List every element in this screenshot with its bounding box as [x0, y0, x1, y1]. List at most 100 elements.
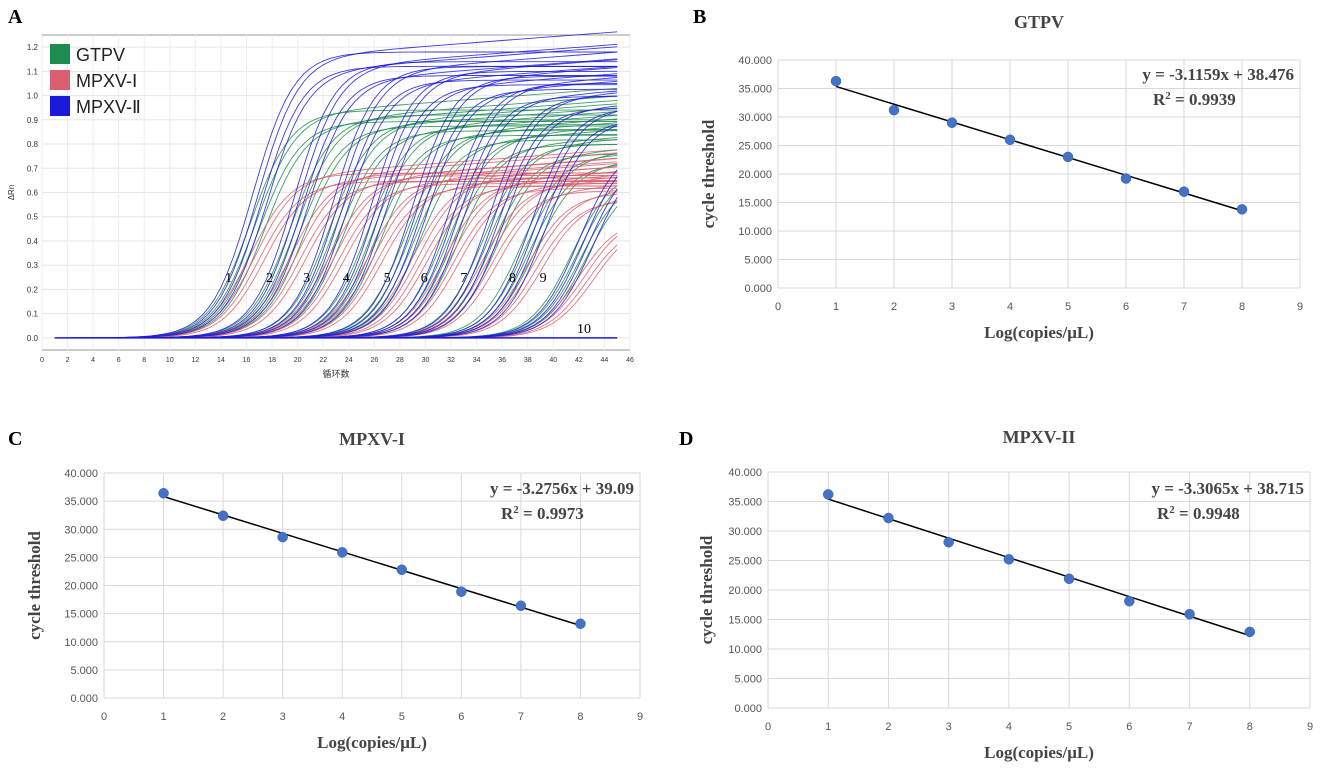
x-tick-label: 44 — [601, 357, 609, 364]
plot-area-a — [41, 34, 631, 351]
amplification-curve — [54, 83, 618, 339]
r-squared-number: = 0.9973 — [519, 504, 584, 523]
x-tick-label: 28 — [396, 357, 404, 364]
x-tick-label: 16 — [243, 357, 251, 364]
amplification-curve — [54, 193, 618, 339]
x-tick-label: 30 — [422, 357, 430, 364]
y-tick-label: 35.000 — [728, 497, 762, 509]
amplification-curve — [54, 123, 618, 339]
amplification-curve — [54, 191, 618, 339]
r-squared-prefix: R — [501, 504, 514, 523]
y-axis-title: cycle threshold — [699, 119, 718, 228]
y-tick-label: 0.2 — [27, 285, 39, 294]
amplification-curve — [54, 105, 618, 339]
x-tick-label: 9 — [1307, 721, 1313, 733]
x-tick-label: 10 — [166, 357, 174, 364]
r-squared-value: R2 = 0.9948 — [1157, 504, 1240, 523]
amplification-curve — [54, 61, 618, 339]
amplification-curve — [54, 58, 618, 339]
amplification-curve — [54, 107, 618, 339]
amplification-curve — [54, 197, 618, 339]
x-tick-label: 3 — [280, 711, 286, 723]
amplification-curve — [54, 180, 618, 339]
r-squared-value: R2 = 0.9939 — [1153, 90, 1236, 109]
x-axis-title: Log(copies/μL) — [317, 733, 427, 752]
x-tick-label: 8 — [1239, 301, 1245, 313]
x-tick-label: 0 — [765, 721, 771, 733]
panel-label-c: C — [8, 428, 23, 450]
amplification-curve — [54, 51, 618, 339]
x-tick-label: 26 — [370, 357, 378, 364]
x-tick-label: 0 — [40, 357, 44, 364]
amplification-curve — [54, 143, 618, 339]
x-tick-label: 36 — [498, 357, 506, 364]
x-tick-label: 32 — [447, 357, 455, 364]
x-tick-label: 4 — [1006, 721, 1012, 733]
x-tick-label: 40 — [549, 357, 557, 364]
amplification-curve — [54, 169, 618, 339]
amplification-curve — [54, 59, 618, 339]
trend-equation: y = -3.1159x + 38.476 — [1142, 65, 1294, 84]
data-point — [1004, 134, 1016, 146]
data-point — [1063, 573, 1075, 585]
amplification-curve — [54, 232, 618, 339]
amplification-curve — [54, 152, 618, 339]
x-tick-label: 9 — [1297, 301, 1303, 313]
data-point — [1003, 554, 1015, 565]
y-tick-label: 1.1 — [27, 67, 39, 76]
data-point — [1124, 595, 1135, 607]
data-point — [1062, 151, 1074, 163]
amplification-curve — [54, 179, 618, 339]
amplification-curve — [54, 46, 618, 339]
amplification-curve — [54, 88, 618, 339]
y-tick-label: 35.000 — [64, 496, 98, 508]
x-tick-label: 6 — [458, 711, 464, 723]
y-tick-label: 0.4 — [27, 237, 39, 246]
amplification-curve — [54, 149, 618, 339]
amplification-curve — [54, 183, 618, 339]
amplification-curve — [54, 119, 618, 339]
y-tick-label: 0.5 — [27, 213, 39, 222]
chart-title: GTPV — [1014, 12, 1064, 32]
x-tick-label: 2 — [885, 721, 891, 733]
data-point — [456, 586, 467, 597]
x-tick-label: 42 — [575, 357, 583, 364]
panel-label-b: B — [693, 6, 707, 28]
amplification-curve — [54, 149, 618, 339]
amplification-curve — [54, 249, 618, 339]
y-tick-label: 0.000 — [734, 703, 762, 715]
amplification-curve — [54, 65, 618, 339]
x-tick-label: 7 — [518, 711, 524, 723]
x-tick-label: 22 — [319, 357, 327, 364]
amplification-curve — [54, 179, 618, 339]
x-tick-label: 1 — [825, 721, 831, 733]
amplification-curve — [54, 99, 618, 339]
amplification-curve — [54, 125, 618, 339]
amplification-curve — [54, 80, 618, 339]
amplification-curve — [54, 206, 618, 339]
amplification-curve — [54, 185, 618, 339]
amplification-curve — [54, 139, 618, 339]
x-tick-label: 2 — [891, 301, 897, 313]
dilution-label: 7 — [460, 271, 467, 286]
x-axis-title: Log(copies/μL) — [984, 743, 1094, 762]
amplification-curve — [54, 164, 618, 339]
x-tick-label: 8 — [577, 711, 583, 723]
y-tick-label: 35.000 — [738, 84, 772, 96]
amplification-curve — [54, 188, 618, 339]
amplification-curve — [54, 43, 618, 339]
trendline — [827, 498, 1251, 637]
amplification-curve — [54, 185, 618, 339]
y-tick-label: 1.2 — [27, 43, 39, 52]
x-tick-label: 3 — [946, 721, 952, 733]
y-axis-title: cycle threshold — [697, 535, 716, 644]
amplification-curve — [54, 122, 618, 339]
y-tick-label: 0.8 — [27, 140, 39, 149]
r-squared-prefix: R — [1153, 90, 1166, 109]
data-point — [883, 512, 894, 524]
dilution-label: 1 — [225, 271, 232, 286]
x-axis-title: 循环数 — [322, 368, 349, 379]
data-point — [1244, 626, 1256, 638]
x-tick-label: 14 — [217, 357, 225, 364]
legend-swatch — [50, 44, 70, 64]
